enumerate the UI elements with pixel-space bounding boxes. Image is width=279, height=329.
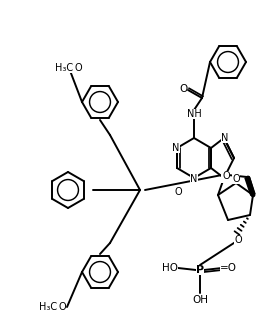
Text: P: P <box>196 265 204 275</box>
Text: NH: NH <box>187 109 201 119</box>
Text: O: O <box>58 302 66 312</box>
Text: N: N <box>172 143 180 153</box>
Text: N: N <box>221 133 229 143</box>
Text: O: O <box>222 171 230 181</box>
Text: OH: OH <box>192 295 208 305</box>
Text: H₃C: H₃C <box>55 63 73 73</box>
Text: N: N <box>221 173 229 183</box>
Text: H₃C: H₃C <box>39 302 57 312</box>
Text: =O: =O <box>220 263 237 273</box>
Text: O: O <box>74 63 82 73</box>
Text: O: O <box>232 174 240 184</box>
Text: O: O <box>174 187 182 197</box>
Text: HO: HO <box>162 263 178 273</box>
Text: N: N <box>190 174 198 184</box>
Text: O: O <box>179 84 187 94</box>
Text: O: O <box>234 235 242 245</box>
